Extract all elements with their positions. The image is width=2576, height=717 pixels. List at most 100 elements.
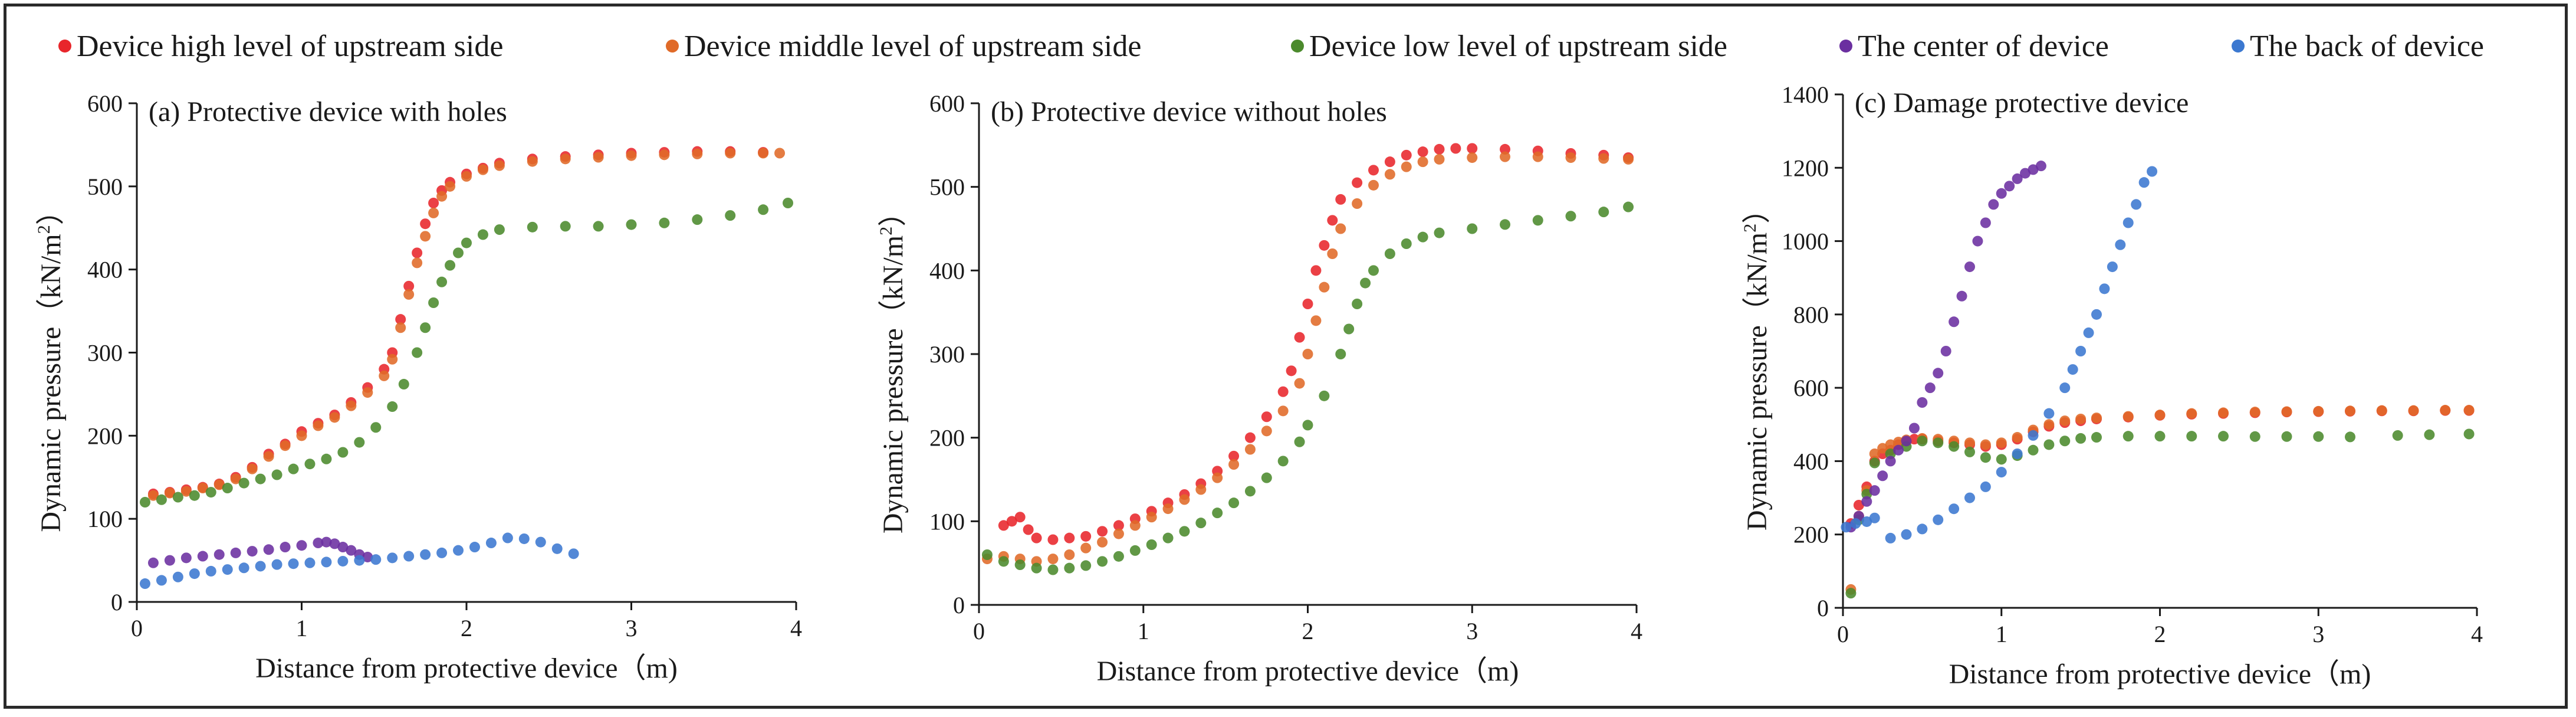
panel-b-point-device-high-level-of-upstream-side bbox=[1047, 534, 1059, 545]
panel-c-point-device-high-level-of-upstream-side bbox=[1853, 500, 1864, 510]
panel-c-point-device-middle-level-of-upstream-side bbox=[2091, 412, 2102, 424]
panel-b-point-device-middle-level-of-upstream-side bbox=[1532, 151, 1543, 162]
panel-b-point-device-high-level-of-upstream-side bbox=[1014, 512, 1026, 523]
panel-c-point-device-low-level-of-upstream-side bbox=[2059, 436, 2071, 447]
panel-b-point-device-low-level-of-upstream-side bbox=[981, 549, 993, 560]
panel-a-point-the-back-of-device bbox=[420, 549, 431, 560]
panel-a-point-device-low-level-of-upstream-side bbox=[271, 469, 282, 480]
panel-c-series-the-back-of-device bbox=[1841, 166, 2158, 544]
panel-a-point-the-center-of-device bbox=[180, 552, 192, 564]
panel-a-chart: 0 100 200 300 400 500 600 0 1 2 3 4 (a) Protective d… bbox=[34, 90, 802, 684]
panel-b-point-device-high-level-of-upstream-side bbox=[1401, 149, 1412, 161]
panel-c-point-device-middle-level-of-upstream-side bbox=[1877, 443, 1888, 454]
panel-a-y-tick-label: 500 bbox=[87, 173, 123, 200]
panel-c-point-the-center-of-device bbox=[1924, 382, 1936, 394]
panel-a-point-device-middle-level-of-upstream-side bbox=[494, 160, 505, 171]
panel-c-point-device-low-level-of-upstream-side bbox=[1869, 457, 1880, 469]
panel-b-point-device-high-level-of-upstream-side bbox=[1064, 532, 1075, 544]
legend-label-center: The center of device bbox=[1858, 30, 2109, 63]
panel-b-point-device-low-level-of-upstream-side bbox=[1047, 564, 1059, 575]
panel-b-point-device-middle-level-of-upstream-side bbox=[1294, 378, 1305, 389]
panel-a-point-device-low-level-of-upstream-side bbox=[692, 214, 703, 225]
panel-c-point-the-center-of-device bbox=[1980, 217, 1991, 228]
panel-a-point-device-low-level-of-upstream-side bbox=[420, 322, 431, 333]
panel-c-point-device-middle-level-of-upstream-side bbox=[1964, 437, 1975, 448]
panel-b-point-device-high-level-of-upstream-side bbox=[1352, 177, 1363, 188]
panel-b-point-device-high-level-of-upstream-side bbox=[1417, 146, 1428, 158]
panel-b-y-tick-label: 600 bbox=[929, 90, 965, 117]
panel-c-point-device-middle-level-of-upstream-side bbox=[1996, 437, 2007, 448]
panel-b-point-device-low-level-of-upstream-side bbox=[1343, 323, 1355, 335]
panel-a-point-the-center-of-device bbox=[263, 544, 274, 555]
panel-c-point-the-back-of-device bbox=[2122, 217, 2134, 228]
panel-a-point-device-middle-level-of-upstream-side bbox=[626, 150, 637, 161]
panel-b-point-device-middle-level-of-upstream-side bbox=[1598, 153, 1609, 164]
panel-a-point-the-center-of-device bbox=[313, 538, 324, 549]
panel-a-point-device-low-level-of-upstream-side bbox=[527, 221, 538, 233]
panel-b-point-device-middle-level-of-upstream-side bbox=[1064, 549, 1075, 560]
panel-c-y-tick-label: 0 bbox=[1817, 595, 1829, 621]
panel-b-point-device-high-level-of-upstream-side bbox=[1006, 516, 1017, 527]
panel-c-point-device-low-level-of-upstream-side bbox=[2122, 431, 2134, 442]
panel-a-x-tick-label: 3 bbox=[626, 615, 638, 641]
panel-a-point-the-back-of-device bbox=[485, 538, 497, 549]
panel-c-point-device-low-level-of-upstream-side bbox=[1933, 437, 1944, 448]
panel-a-point-the-back-of-device bbox=[436, 547, 448, 558]
panel-c-point-device-middle-level-of-upstream-side bbox=[2345, 405, 2355, 417]
panel-c-point-device-low-level-of-upstream-side bbox=[2463, 428, 2475, 440]
panel-a-x-axis-title: Distance from protective device（m) bbox=[255, 653, 678, 684]
panel-a-point-device-middle-level-of-upstream-side bbox=[477, 164, 488, 175]
panel-b-point-device-low-level-of-upstream-side bbox=[1113, 551, 1124, 562]
panel-c-point-the-back-of-device bbox=[2147, 166, 2158, 177]
panel-a-point-device-low-level-of-upstream-side bbox=[560, 221, 571, 232]
panel-b-point-device-middle-level-of-upstream-side bbox=[1352, 198, 1363, 209]
panel-b-point-device-low-level-of-upstream-side bbox=[1384, 248, 1395, 259]
panel-b-point-device-low-level-of-upstream-side bbox=[1500, 219, 1510, 230]
panel-a-point-device-low-level-of-upstream-side bbox=[659, 217, 670, 228]
panel-b-x-tick-label: 3 bbox=[1466, 618, 1478, 644]
panel-b-point-device-middle-level-of-upstream-side bbox=[1310, 315, 1322, 326]
panel-b-point-device-low-level-of-upstream-side bbox=[1212, 508, 1223, 519]
panel-a-point-device-low-level-of-upstream-side bbox=[205, 487, 216, 498]
panel-b-point-device-middle-level-of-upstream-side bbox=[1097, 536, 1108, 548]
panel-b-x-tick-label: 4 bbox=[1631, 618, 1642, 644]
panel-c-point-device-low-level-of-upstream-side bbox=[1980, 452, 1991, 463]
panel-b-point-device-low-level-of-upstream-side bbox=[1434, 227, 1445, 238]
panel-c-point-the-back-of-device bbox=[2131, 199, 2142, 210]
panel-c-point-the-back-of-device bbox=[2115, 239, 2126, 250]
panel-a-point-device-low-level-of-upstream-side bbox=[255, 473, 266, 484]
panel-a-point-device-middle-level-of-upstream-side bbox=[445, 181, 456, 192]
panel-a-point-device-middle-level-of-upstream-side bbox=[560, 153, 571, 165]
panel-c-point-the-back-of-device bbox=[1917, 523, 1928, 535]
panel-b-point-device-low-level-of-upstream-side bbox=[1097, 556, 1108, 567]
panel-c-point-device-middle-level-of-upstream-side bbox=[2440, 405, 2451, 416]
panel-b-point-device-low-level-of-upstream-side bbox=[998, 556, 1009, 567]
panel-c-point-the-center-of-device bbox=[1956, 290, 1967, 302]
panel-b-point-device-high-level-of-upstream-side bbox=[1286, 365, 1297, 376]
panel-a-point-device-middle-level-of-upstream-side bbox=[412, 257, 423, 269]
panel-c-point-device-middle-level-of-upstream-side bbox=[2154, 410, 2166, 421]
panel-c-y-axis-title: Dynamic pressure（kN/m2） bbox=[1740, 195, 1773, 531]
panel-b-point-device-middle-level-of-upstream-side bbox=[1335, 223, 1346, 234]
panel-a-point-the-back-of-device bbox=[321, 556, 332, 568]
panel-a-point-device-middle-level-of-upstream-side bbox=[247, 463, 258, 474]
panel-c-point-device-middle-level-of-upstream-side bbox=[2376, 405, 2387, 416]
panel-b-point-device-high-level-of-upstream-side bbox=[998, 520, 1009, 531]
panel-a-point-the-center-of-device bbox=[164, 555, 175, 566]
panel-b-point-device-middle-level-of-upstream-side bbox=[1113, 528, 1124, 539]
panel-a-point-the-back-of-device bbox=[238, 562, 249, 574]
panel-a-point-device-middle-level-of-upstream-side bbox=[197, 483, 208, 494]
panel-b-point-device-high-level-of-upstream-side bbox=[1097, 526, 1108, 537]
panel-c-point-device-low-level-of-upstream-side bbox=[2345, 431, 2355, 443]
panel-b-x-tick-label: 0 bbox=[973, 618, 985, 644]
panel-c-x-tick-label: 3 bbox=[2312, 621, 2324, 647]
panel-c-point-the-center-of-device bbox=[2012, 173, 2023, 184]
panel-c-point-device-low-level-of-upstream-side bbox=[2249, 431, 2260, 442]
legend-marker-high bbox=[58, 40, 71, 53]
panel-c-point-the-back-of-device bbox=[1980, 481, 1991, 492]
panel-a-point-the-back-of-device bbox=[288, 558, 299, 569]
panel-a-point-the-back-of-device bbox=[354, 555, 365, 566]
panel-b-point-device-low-level-of-upstream-side bbox=[1467, 223, 1478, 234]
panel-b-point-device-middle-level-of-upstream-side bbox=[1384, 169, 1395, 180]
panel-b-point-device-high-level-of-upstream-side bbox=[1450, 143, 1461, 154]
